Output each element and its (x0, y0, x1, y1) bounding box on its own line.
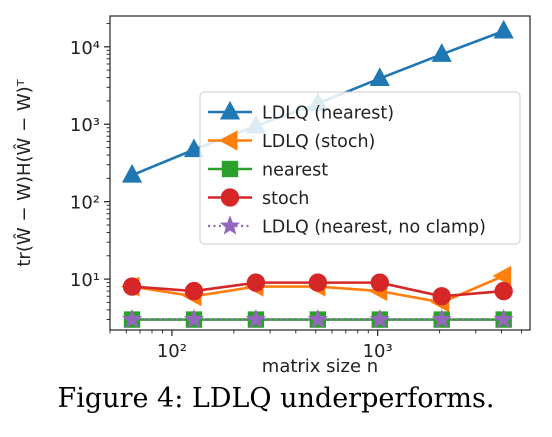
plot-frame (109, 15, 531, 331)
legend-label: LDLQ (nearest, no clamp) (262, 218, 486, 238)
legend-marker (218, 130, 238, 151)
series-4 (121, 308, 514, 329)
y-tick-label: 10⁴ (70, 38, 100, 59)
data-point (493, 308, 514, 329)
y-axis-label: tr(Ŵ − W)H(Ŵ − W)ᵀ (13, 79, 35, 266)
x-tick-label: 10² (157, 341, 187, 362)
y-tick-label: 10¹ (70, 270, 100, 291)
data-point (307, 308, 329, 329)
data-point (122, 277, 142, 296)
legend-label: stoch (262, 189, 309, 209)
legend-marker (221, 160, 239, 178)
legend-marker (219, 100, 241, 120)
data-point (121, 308, 143, 329)
data-point (492, 265, 512, 286)
y-tick-label: 10³ (70, 115, 100, 136)
y-tick-label: 10² (70, 193, 100, 214)
data-point (184, 281, 204, 301)
data-point (245, 308, 267, 329)
data-point (183, 138, 205, 158)
data-point (246, 273, 266, 292)
data-point (308, 273, 328, 292)
legend-marker (219, 215, 241, 235)
legend-marker (220, 188, 240, 207)
data-point (369, 67, 390, 86)
legend-item: stoch (208, 188, 309, 209)
chart: 10² 10³ 10¹ 10² 10³ 10⁴ matrix size n tr(Ŵ − … (13, 15, 531, 377)
legend-item: LDLQ (nearest, no clamp) (208, 215, 486, 238)
axis-ticks: 10² 10³ 10¹ 10² 10³ 10⁴ (70, 23, 522, 362)
data-point (183, 308, 205, 329)
legend-box (199, 91, 521, 245)
data-point (431, 308, 452, 329)
data-point (121, 164, 143, 183)
figure-caption: Figure 4: LDLQ underperforms. (57, 383, 495, 414)
legend-label: LDLQ (nearest) (262, 104, 394, 124)
legend-item: nearest (208, 161, 328, 181)
x-tick-label: 10³ (363, 341, 393, 362)
data-point (494, 281, 513, 301)
data-point (369, 308, 391, 329)
legend: LDLQ (nearest) LDLQ (stoch) nearest stoch LD… (199, 91, 521, 245)
legend-item: LDLQ (stoch) (208, 130, 375, 152)
data-point (493, 19, 514, 39)
x-axis-label: matrix size n (262, 356, 378, 377)
series-3 (122, 273, 513, 306)
data-point (432, 287, 451, 306)
data-point (431, 43, 452, 62)
data-point (370, 273, 389, 292)
legend-item: LDLQ (nearest) (208, 100, 394, 124)
legend-label: nearest (262, 161, 328, 181)
legend-label: LDLQ (stoch) (262, 132, 375, 152)
